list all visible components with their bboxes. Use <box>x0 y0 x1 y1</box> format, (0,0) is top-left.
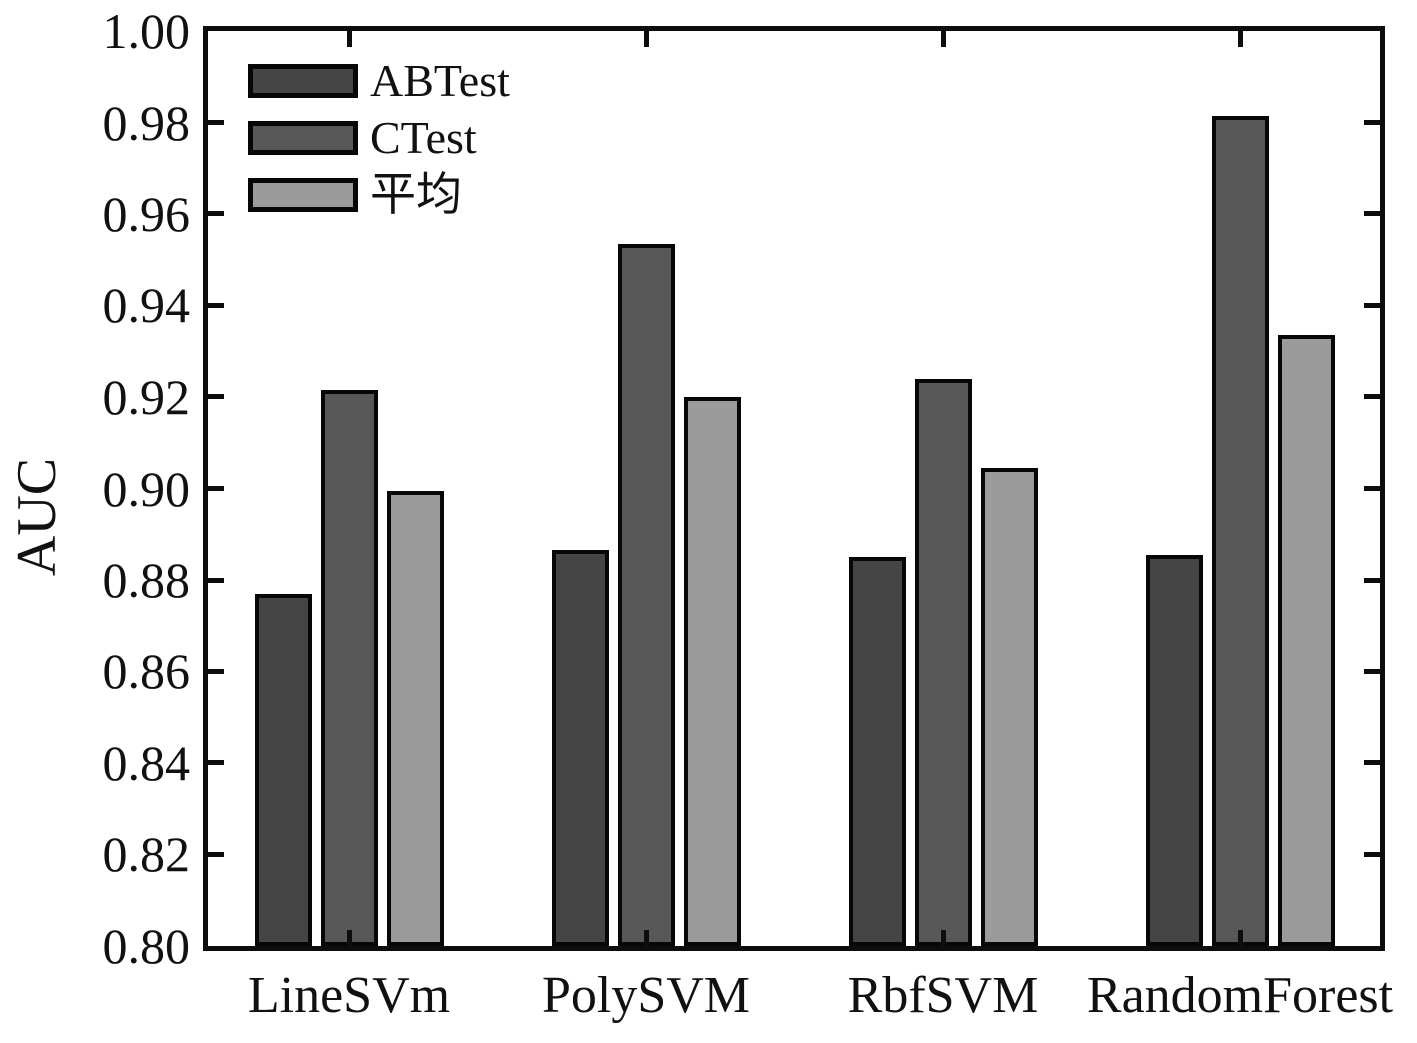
bar-abtest-linesvm <box>255 594 312 946</box>
x-tick-bottom <box>347 930 352 946</box>
x-tick-top <box>644 31 649 47</box>
legend-row-ctest: CTest <box>248 115 477 161</box>
y-tick-label: 0.92 <box>102 369 191 425</box>
bar-abtest-rbfsvm <box>849 557 906 946</box>
x-tick-top <box>1238 31 1243 47</box>
plot-area: ABTest CTest 平均 <box>203 26 1385 951</box>
x-tick-bottom <box>1238 930 1243 946</box>
y-tick-left <box>208 578 224 583</box>
y-tick-right <box>1364 394 1380 399</box>
y-tick-left <box>208 760 224 765</box>
legend-label-ctest: CTest <box>370 112 477 163</box>
y-tick-right <box>1364 760 1380 765</box>
y-tick-right <box>1364 211 1380 216</box>
y-tick-right <box>1364 120 1380 125</box>
x-tick-bottom <box>941 930 946 946</box>
y-tick-label: 0.88 <box>102 552 191 608</box>
bar-abtest-polysvm <box>552 550 609 946</box>
x-tick-label-linesvm: LineSVm <box>247 967 451 1024</box>
x-tick-top <box>347 31 352 47</box>
bar-ctest-polysvm <box>618 244 675 946</box>
legend-row-avg: 平均 <box>248 172 462 218</box>
bar-avg-polysvm <box>684 397 741 946</box>
y-tick-label: 0.98 <box>102 95 191 151</box>
y-tick-left <box>208 303 224 308</box>
legend-label-avg: 平均 <box>370 169 462 220</box>
y-tick-label: 0.80 <box>102 918 191 974</box>
y-tick-label: 0.86 <box>102 643 191 699</box>
y-tick-right <box>1364 486 1380 491</box>
y-tick-label: 0.82 <box>102 826 191 882</box>
x-tick-bottom <box>644 930 649 946</box>
y-tick-right <box>1364 669 1380 674</box>
x-tick-label-polysvm: PolySVM <box>541 967 751 1024</box>
bar-ctest-rbfsvm <box>915 379 972 946</box>
y-tick-left <box>208 120 224 125</box>
bar-avg-rbfsvm <box>981 468 1038 946</box>
legend: ABTest CTest 平均 <box>208 31 1380 946</box>
bar-ctest-linesvm <box>321 390 378 946</box>
y-tick-label: 0.96 <box>102 186 191 242</box>
legend-swatch-avg <box>248 178 358 212</box>
y-tick-left <box>208 211 224 216</box>
x-tick-label-rbfsvm: RbfSVM <box>847 967 1039 1024</box>
y-tick-right <box>1364 303 1380 308</box>
x-tick-top <box>941 31 946 47</box>
y-tick-label: 0.94 <box>102 277 191 333</box>
y-tick-right <box>1364 852 1380 857</box>
y-tick-left <box>208 394 224 399</box>
y-tick-left <box>208 669 224 674</box>
bar-avg-linesvm <box>387 491 444 946</box>
bar-avg-randomforest <box>1278 335 1335 946</box>
y-tick-label: 0.90 <box>102 461 191 517</box>
x-tick-label-randomforest: RandomForest <box>1086 967 1394 1024</box>
y-tick-label: 1.00 <box>102 3 191 59</box>
bar-ctest-randomforest <box>1212 116 1269 946</box>
y-tick-left <box>208 486 224 491</box>
legend-swatch-abtest <box>248 64 358 98</box>
y-tick-right <box>1364 578 1380 583</box>
y-tick-label: 0.84 <box>102 735 191 791</box>
legend-label-abtest: ABTest <box>370 55 510 106</box>
legend-row-abtest: ABTest <box>248 58 510 104</box>
legend-swatch-ctest <box>248 121 358 155</box>
bar-abtest-randomforest <box>1146 555 1203 946</box>
y-tick-left <box>208 852 224 857</box>
